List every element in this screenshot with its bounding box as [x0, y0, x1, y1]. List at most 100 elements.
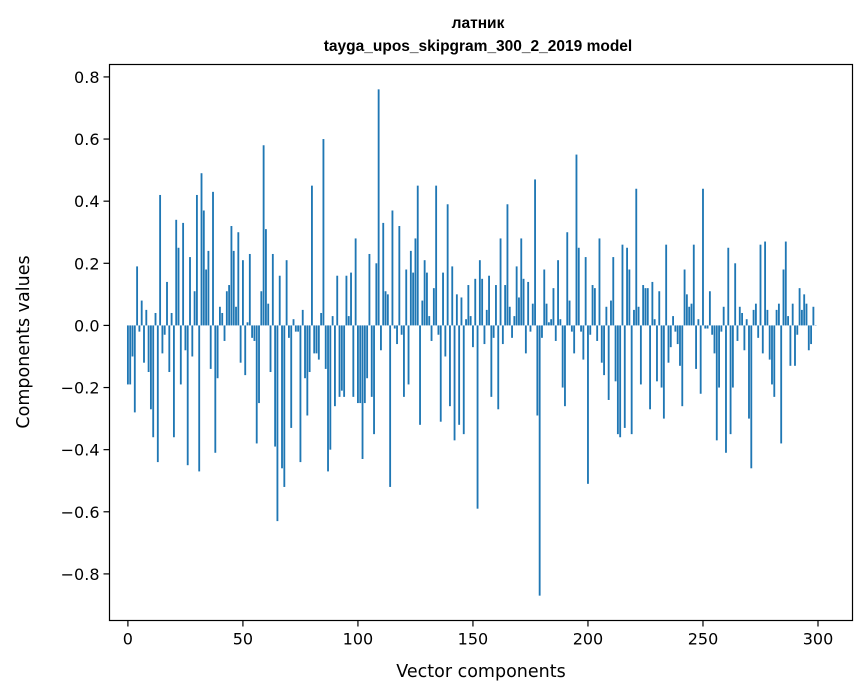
bar: [589, 325, 592, 335]
bar: [414, 238, 417, 326]
bar: [584, 257, 587, 326]
bar: [639, 325, 642, 385]
bar: [483, 325, 486, 345]
bar: [621, 244, 624, 326]
bar: [260, 291, 263, 326]
bar: [761, 325, 764, 354]
bar: [511, 325, 513, 338]
bar: [182, 222, 185, 326]
bar: [156, 325, 159, 463]
bar: [294, 325, 297, 332]
bar: [216, 325, 219, 379]
bar: [692, 244, 695, 326]
x-axis-ticks: 0 50 100 150 200 250 300: [123, 620, 833, 649]
bar: [635, 188, 638, 326]
bar: [501, 325, 504, 345]
bar: [143, 325, 145, 363]
bar: [472, 325, 474, 348]
bar: [582, 325, 585, 360]
bar: [591, 285, 594, 326]
bar: [432, 288, 435, 326]
bar: [262, 145, 265, 326]
y-tick-label: 0.2: [74, 254, 99, 273]
bar: [725, 325, 727, 453]
bar: [416, 185, 419, 326]
bar: [145, 309, 148, 326]
bar: [575, 154, 578, 326]
bar: [727, 247, 730, 326]
bar: [446, 204, 449, 326]
bar: [177, 247, 180, 326]
bars-group: [126, 89, 817, 596]
bar: [538, 325, 541, 596]
bar: [149, 325, 152, 410]
bar: [800, 309, 803, 326]
bar: [485, 309, 488, 326]
bar: [439, 325, 442, 422]
bar: [189, 257, 191, 326]
bar: [646, 288, 649, 326]
bar: [478, 260, 481, 326]
bar: [352, 325, 355, 397]
bar: [681, 325, 684, 407]
y-tick-label: 0.8: [74, 68, 99, 87]
bar: [209, 325, 212, 369]
bar: [745, 319, 748, 326]
bar: [752, 309, 755, 326]
bar: [633, 309, 635, 326]
bar: [683, 269, 686, 326]
bar: [235, 306, 237, 326]
bar: [764, 241, 767, 326]
bar: [336, 275, 339, 326]
x-tick-label: 100: [343, 630, 374, 649]
bar: [570, 325, 573, 332]
x-tick-label: 0: [123, 630, 133, 649]
bar: [600, 325, 603, 363]
bar: [322, 139, 325, 326]
bar: [386, 294, 389, 326]
bar: [396, 325, 398, 345]
bar: [458, 325, 461, 425]
bar: [805, 303, 808, 326]
bar: [513, 316, 516, 326]
bar: [297, 325, 300, 332]
bar: [587, 325, 589, 484]
bar: [754, 303, 757, 326]
bar: [455, 294, 458, 326]
bar: [343, 325, 346, 397]
bar: [317, 325, 320, 360]
bar: [354, 238, 357, 326]
bar: [628, 269, 631, 326]
bar: [598, 238, 601, 326]
bar: [626, 247, 628, 326]
bar: [412, 272, 415, 326]
bar: [154, 312, 157, 326]
bar: [338, 325, 341, 397]
bar: [304, 325, 306, 379]
bar: [718, 325, 720, 388]
bar: [649, 325, 651, 410]
bar: [743, 325, 746, 351]
bar: [384, 291, 387, 326]
y-tick-label: −0.8: [61, 565, 100, 584]
bar: [474, 278, 477, 326]
bar: [619, 325, 622, 438]
bar: [704, 325, 707, 329]
bar: [711, 325, 714, 335]
bar: [244, 325, 247, 376]
bar: [536, 325, 539, 416]
bar: [212, 191, 214, 326]
bar: [265, 229, 267, 326]
bar: [195, 194, 198, 326]
bar: [292, 319, 295, 326]
bar: [759, 244, 762, 326]
bar: [225, 291, 228, 326]
bar: [237, 232, 240, 326]
bar: [508, 306, 511, 326]
bar: [255, 325, 258, 444]
bar: [166, 281, 168, 326]
bar: [442, 272, 444, 326]
bar: [172, 325, 175, 438]
bar: [428, 316, 431, 326]
bar: [492, 325, 495, 338]
